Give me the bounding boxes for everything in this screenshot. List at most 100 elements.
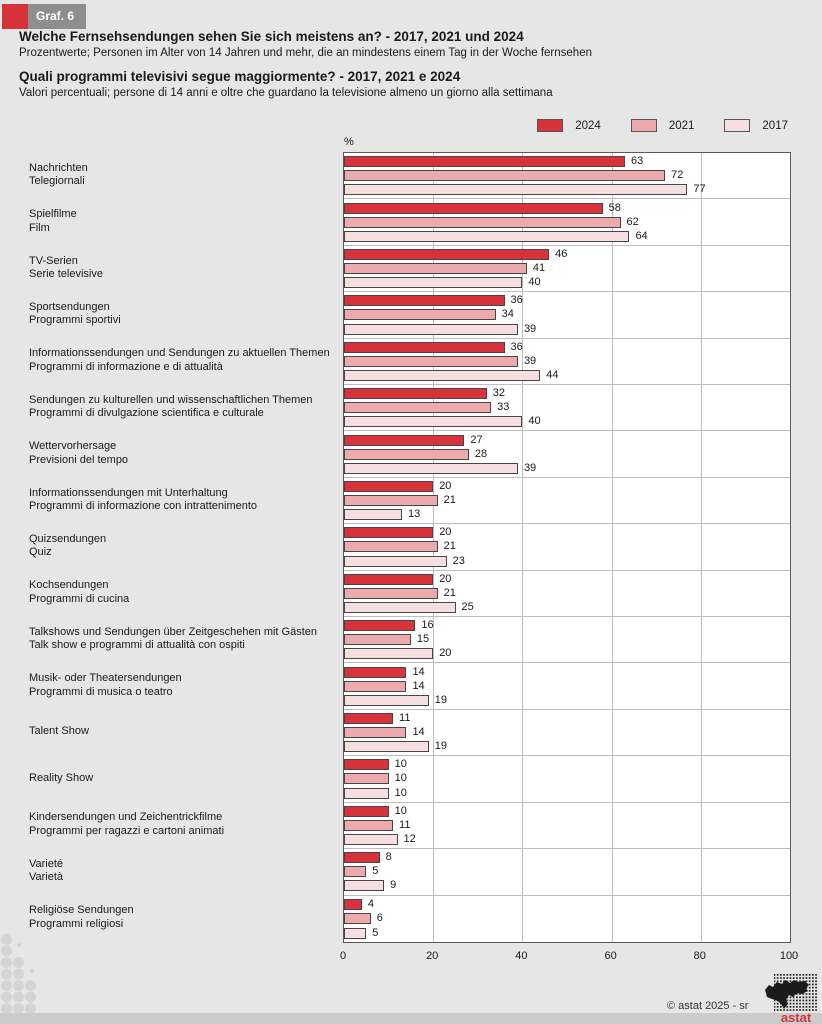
bar-line: 21 [344, 587, 790, 599]
legend-item-2017: 2017 [724, 119, 788, 132]
x-tick-20: 20 [426, 950, 439, 962]
unit-label: % [344, 136, 354, 148]
figure-badge: Graf. 6 [2, 4, 87, 29]
category-label-it: Programmi di cucina [29, 592, 130, 605]
bar-value-label: 27 [470, 433, 483, 446]
bar-line: 11 [344, 712, 790, 724]
category-label-it: Varietà [29, 871, 64, 884]
bar-value-label: 14 [412, 726, 425, 739]
bar-2021 [344, 913, 371, 925]
category-label-row: Kindersendungen und Zeichentrickfilme Pr… [0, 802, 338, 848]
bar-line: 36 [344, 340, 790, 353]
category-label-it: Quiz [29, 546, 52, 559]
bar-line: 12 [344, 833, 790, 845]
bar-line: 10 [344, 804, 790, 817]
category-label-de: Religiöse Sendungen [29, 904, 134, 917]
category-label-it: Talk show e programmi di attualità con o… [29, 639, 245, 652]
bar-2024 [344, 434, 465, 446]
bar-2017 [344, 462, 518, 474]
astat-logo-graphic: astat [765, 974, 818, 1024]
x-tick-100: 100 [779, 950, 799, 962]
bar-2017 [344, 741, 429, 753]
bar-2024 [344, 852, 380, 864]
bar-value-label: 21 [443, 494, 456, 507]
bar-line: 64 [344, 229, 790, 242]
category-label-de: Kochsendungen [29, 579, 109, 592]
bar-line: 27 [344, 433, 790, 446]
bar-line: 39 [344, 355, 790, 367]
bar-2024 [344, 620, 416, 632]
bar-value-label: 40 [528, 276, 541, 289]
bar-2024 [344, 759, 389, 771]
category-label-row: Kochsendungen Programmi di cucina [0, 570, 338, 616]
subtitle-italian: Valori percentuali; persone di 14 anni e… [19, 87, 553, 99]
category-label-it: Programmi di musica o teatro [29, 685, 173, 698]
bar-group: 20 21 23 [344, 524, 790, 571]
bar-value-label: 10 [394, 804, 407, 817]
category-label-de: Wettervorhersage [29, 440, 117, 453]
bar-line: 19 [344, 740, 790, 753]
bar-value-label: 5 [372, 865, 379, 878]
bar-value-label: 28 [474, 447, 488, 460]
bar-value-label: 10 [394, 772, 407, 785]
category-label-de: Quizsendungen [29, 532, 107, 545]
bar-value-label: 10 [394, 758, 407, 771]
bar-value-label: 44 [546, 368, 559, 381]
bar-line: 63 [344, 155, 790, 168]
bar-2024 [344, 388, 487, 400]
category-label-it: Programmi per ragazzi e cartoni animati [29, 824, 225, 837]
bar-value-label: 36 [510, 340, 523, 353]
bar-value-label: 23 [452, 554, 465, 567]
bar-value-label: 15 [416, 633, 430, 646]
title-italian: Quali programmi televisivi segue maggior… [19, 69, 461, 84]
bar-value-label: 20 [439, 647, 452, 660]
bar-2017 [344, 277, 523, 289]
bar-line: 46 [344, 248, 790, 260]
legend-swatch-2021 [630, 119, 657, 132]
bar-value-label: 77 [693, 183, 706, 196]
bar-2021 [344, 309, 496, 321]
legend-label-2024: 2024 [575, 119, 601, 132]
bar-line: 6 [344, 912, 790, 925]
x-tick-40: 40 [515, 950, 528, 962]
bar-value-label: 32 [492, 387, 505, 400]
bar-2024 [344, 480, 434, 492]
bar-line: 62 [344, 216, 790, 228]
bar-value-label: 13 [407, 508, 421, 521]
bar-group: 11 14 19 [344, 710, 790, 757]
badge-red-square [2, 4, 28, 29]
legend-label-2021: 2021 [668, 119, 695, 132]
category-label-de: TV-Serien [29, 254, 78, 267]
bar-value-label: 33 [497, 401, 510, 414]
bar-value-label: 10 [394, 786, 407, 799]
bar-value-label: 4 [367, 897, 374, 910]
copyright-text: © astat 2025 - sr [667, 1000, 749, 1012]
bar-line: 21 [344, 494, 790, 507]
bar-line: 34 [344, 308, 790, 321]
bar-value-label: 14 [412, 665, 425, 678]
bar-2021 [344, 587, 438, 599]
bar-value-label: 41 [532, 262, 546, 274]
category-label-row: Talent Show [0, 709, 338, 755]
bar-value-label: 64 [635, 229, 648, 242]
category-label-it: Programmi sportivi [29, 314, 121, 327]
bar-2021 [344, 727, 407, 739]
bar-2017 [344, 833, 398, 845]
bar-2024 [344, 805, 389, 817]
category-label-it: Programmi di informazione e di attualità [29, 360, 223, 373]
bar-2021 [344, 170, 666, 182]
bar-line: 20 [344, 480, 790, 492]
bar-value-label: 72 [671, 169, 684, 182]
x-axis: 0 20 40 60 80 100 [0, 950, 822, 964]
bar-2017 [344, 601, 456, 613]
category-label-de: Sendungen zu kulturellen und wissenschaf… [29, 393, 313, 406]
bar-line: 39 [344, 461, 790, 474]
bar-value-label: 39 [523, 461, 537, 474]
bar-line: 14 [344, 726, 790, 739]
category-label-de: Talent Show [29, 725, 89, 738]
category-label-de: Musik- oder Theatersendungen [29, 672, 182, 685]
bar-line: 33 [344, 401, 790, 414]
gridline-80 [700, 153, 702, 942]
bar-2017 [344, 369, 541, 381]
south-tyrol-map-silhouette [765, 980, 809, 1009]
